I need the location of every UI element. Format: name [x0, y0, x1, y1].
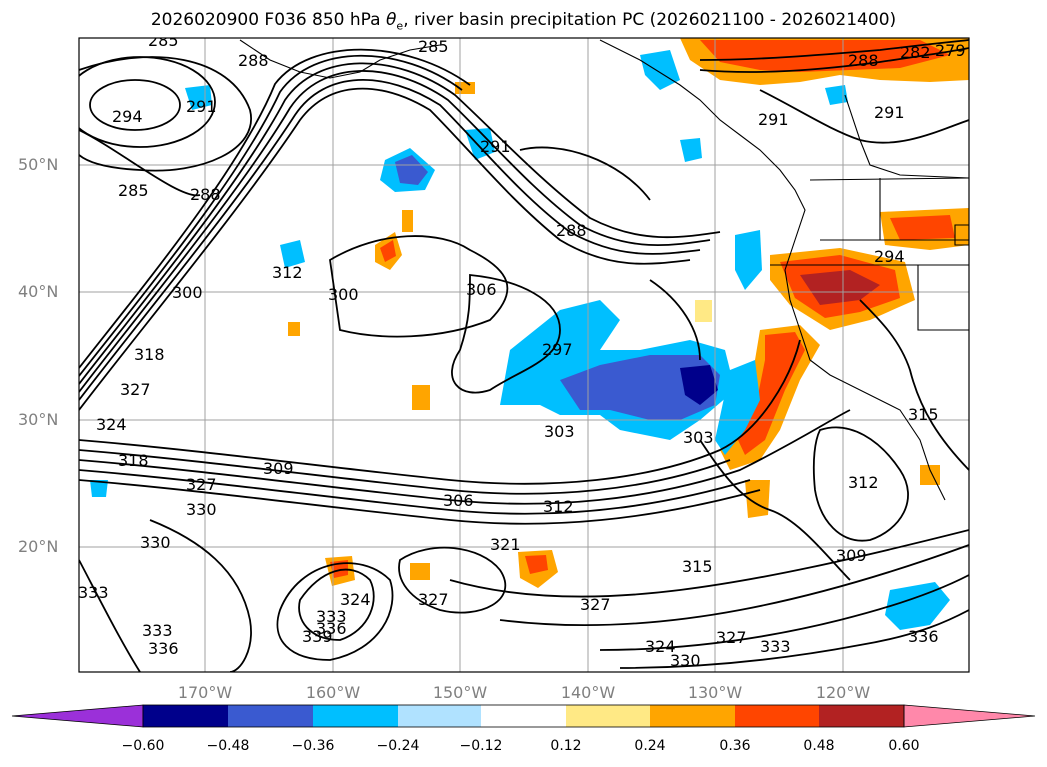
- colorbar-segment: [228, 705, 313, 727]
- lon-label-160w: 160°W: [305, 683, 361, 702]
- contour-label: 318: [134, 345, 165, 364]
- colorbar-tick: 0.12: [550, 738, 582, 754]
- contour-label: 318: [118, 451, 149, 470]
- contour-label: 309: [263, 459, 294, 478]
- colorbar-segment: [566, 705, 650, 727]
- contour-labels: 285 288 285 282 279 288 294 291 291 291 …: [78, 31, 966, 670]
- graticule: [79, 38, 969, 672]
- contour-label: 315: [908, 405, 939, 424]
- colorbar-tick: 0.60: [888, 738, 920, 754]
- lon-label-140w: 140°W: [560, 683, 616, 702]
- contour-label: 327: [120, 380, 151, 399]
- lon-label-130w: 130°W: [687, 683, 743, 702]
- colorbar-segment: [143, 705, 228, 727]
- colorbar: [11, 704, 1036, 728]
- colorbar-segment: [650, 705, 735, 727]
- colorbar-segment: [735, 705, 819, 727]
- colorbar-segment: [481, 705, 566, 727]
- contour-label: 291: [480, 137, 511, 156]
- contour-label: 336: [148, 639, 179, 658]
- colorbar-tick: −0.24: [376, 738, 420, 754]
- colorbar-tick: −0.60: [121, 738, 165, 754]
- contour-label: 291: [186, 97, 217, 116]
- colorbar-extend-low: [11, 704, 144, 728]
- contour-label: 288: [556, 221, 587, 240]
- colorbar-tick: −0.12: [459, 738, 503, 754]
- contour-label: 279: [935, 41, 966, 60]
- contour-label: 285: [148, 31, 179, 50]
- lon-label-150w: 150°W: [432, 683, 488, 702]
- contour-label: 291: [874, 103, 905, 122]
- contour-label: 300: [328, 285, 359, 304]
- contour-label: 297: [542, 340, 573, 359]
- lat-label-30n: 30°N: [18, 410, 59, 429]
- contour-label: 324: [96, 415, 127, 434]
- contour-label: 285: [118, 181, 149, 200]
- contour-label: 324: [645, 637, 676, 656]
- colorbar-tick: 0.48: [803, 738, 835, 754]
- precip-shading: [90, 38, 969, 630]
- contour-label: 303: [544, 422, 575, 441]
- contour-label: 312: [543, 497, 574, 516]
- contour-label: 285: [418, 37, 449, 56]
- theta-e-contours: [79, 39, 969, 672]
- contour-label: 306: [443, 491, 474, 510]
- lat-label-50n: 50°N: [18, 155, 59, 174]
- colorbar-segment: [313, 705, 398, 727]
- contour-label: 309: [836, 546, 867, 565]
- contour-label: 303: [683, 428, 714, 447]
- coastline: [239, 39, 969, 501]
- contour-label: 327: [418, 590, 449, 609]
- contour-label: 327: [186, 475, 217, 494]
- lat-label-20n: 20°N: [18, 537, 59, 556]
- contour-label: 312: [848, 473, 879, 492]
- contour-label: 288: [190, 185, 221, 204]
- chart-title: 2026020900 F036 850 hPa θe, river basin …: [150, 10, 897, 33]
- contour-label: 312: [272, 263, 303, 282]
- contour-label: 339: [302, 627, 333, 646]
- contour-label: 330: [670, 651, 701, 670]
- contour-label: 333: [78, 583, 109, 602]
- contour-label: 336: [316, 619, 347, 638]
- contour-label: 333: [142, 621, 173, 640]
- colorbar-tick: −0.36: [291, 738, 335, 754]
- contour-label: 315: [682, 557, 713, 576]
- contour-label: 294: [112, 107, 143, 126]
- colorbar-segment: [398, 705, 481, 727]
- contour-label: 288: [848, 51, 879, 70]
- contour-label: 291: [758, 110, 789, 129]
- contour-label: 321: [490, 535, 521, 554]
- colorbar-segment: [819, 705, 904, 727]
- contour-label: 333: [316, 607, 347, 626]
- colorbar-tick: −0.48: [206, 738, 250, 754]
- colorbar-extend-high: [903, 704, 1036, 728]
- lon-label-170w: 170°W: [177, 683, 233, 702]
- contour-label: 327: [716, 628, 747, 647]
- contour-label: 330: [186, 500, 217, 519]
- contour-label: 294: [874, 247, 905, 266]
- contour-label: 306: [466, 280, 497, 299]
- contour-label: 288: [238, 51, 269, 70]
- contour-label: 282: [900, 43, 931, 62]
- contour-label: 333: [760, 637, 791, 656]
- contour-label: 324: [340, 590, 371, 609]
- map-panel: 285 288 285 282 279 288 294 291 291 291 …: [78, 31, 970, 673]
- lat-label-40n: 40°N: [18, 282, 59, 301]
- colorbar-tick: 0.24: [634, 738, 666, 754]
- contour-label: 336: [908, 627, 939, 646]
- contour-label: 327: [580, 595, 611, 614]
- contour-label: 330: [140, 533, 171, 552]
- colorbar-tick: 0.36: [719, 738, 751, 754]
- contour-label: 300: [172, 283, 203, 302]
- lon-label-120w: 120°W: [815, 683, 871, 702]
